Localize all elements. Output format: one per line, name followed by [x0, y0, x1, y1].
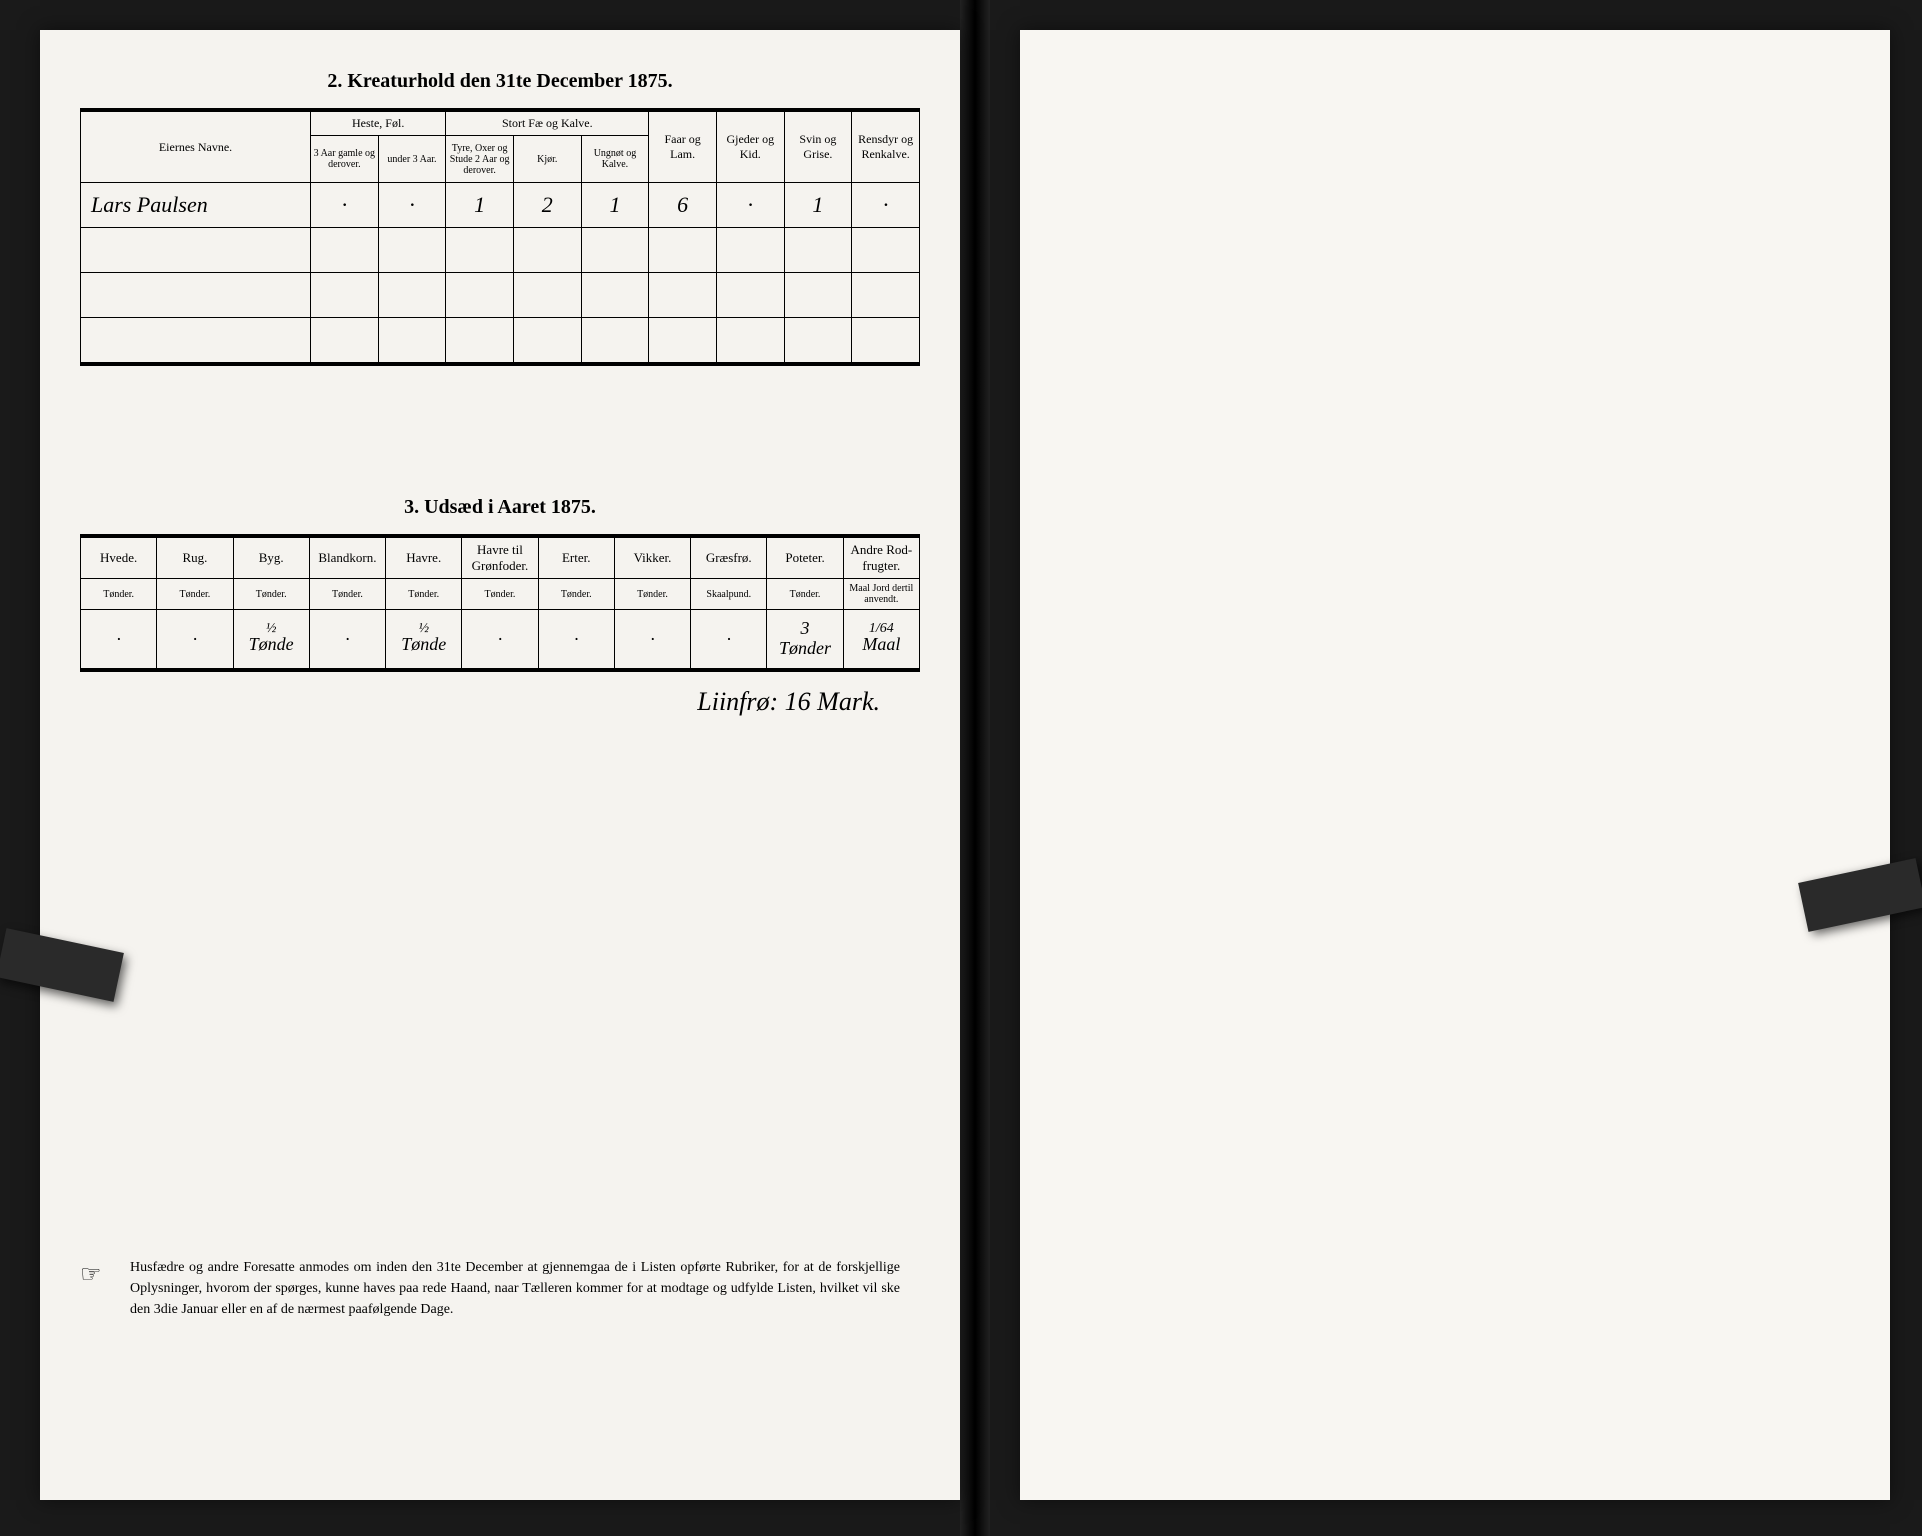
- cell: ·: [81, 610, 157, 669]
- unit: Tønder.: [233, 579, 309, 610]
- unit-label: Tønder: [769, 639, 840, 659]
- cell: ·: [691, 610, 767, 669]
- col-byg: Byg.: [233, 538, 309, 579]
- value: 3: [769, 619, 840, 639]
- sub-heste-2: under 3 Aar.: [378, 136, 446, 183]
- col-poteter: Poteter.: [767, 538, 843, 579]
- cell: ·: [716, 183, 784, 228]
- sub-heste-1: 3 Aar gamle og derover.: [311, 136, 379, 183]
- sub-stort-1: Tyre, Oxer og Stude 2 Aar og derover.: [446, 136, 514, 183]
- col-havre-gron: Havre til Grønfoder.: [462, 538, 538, 579]
- cell: 6: [649, 183, 717, 228]
- left-page: 2. Kreaturhold den 31te December 1875. E…: [40, 30, 960, 1500]
- col-gjeder: Gjeder og Kid.: [716, 112, 784, 183]
- header-row-1: Eiernes Navne. Heste, Føl. Stort Fæ og K…: [81, 112, 920, 136]
- col-havre: Havre.: [386, 538, 462, 579]
- sub-stort-3: Ungnøt og Kalve.: [581, 136, 649, 183]
- section3-title: 3. Udsæd i Aaret 1875.: [80, 496, 920, 519]
- col-blandkorn: Blandkorn.: [309, 538, 385, 579]
- col-rensdyr: Rensdyr og Renkalve.: [852, 112, 920, 183]
- cell: ·: [311, 183, 379, 228]
- owner-name: Lars Paulsen: [81, 183, 311, 228]
- empty-row: [81, 318, 920, 363]
- unit: Skaalpund.: [691, 579, 767, 610]
- col-andre: Andre Rod-frugter.: [843, 538, 919, 579]
- cell: ·: [852, 183, 920, 228]
- col-erter: Erter.: [538, 538, 614, 579]
- livestock-table: Eiernes Navne. Heste, Føl. Stort Fæ og K…: [80, 111, 920, 363]
- unit: Tønder.: [81, 579, 157, 610]
- handwritten-annotation: Liinfrø: 16 Mark.: [80, 687, 880, 717]
- unit: Tønder.: [767, 579, 843, 610]
- pointing-hand-icon: ☞: [80, 1257, 102, 1293]
- section2-title: 2. Kreaturhold den 31te December 1875.: [80, 70, 920, 93]
- footer-text: Husfædre og andre Foresatte anmodes om i…: [130, 1260, 900, 1317]
- cell: ½ Tønde: [386, 610, 462, 669]
- book-spread: 2. Kreaturhold den 31te December 1875. E…: [0, 0, 1922, 1536]
- spacer: [80, 366, 920, 486]
- cell: ·: [157, 610, 233, 669]
- col-faar: Faar og Lam.: [649, 112, 717, 183]
- unit: Tønder.: [462, 579, 538, 610]
- rule: [80, 669, 920, 672]
- col-hvede: Hvede.: [81, 538, 157, 579]
- cell: ½ Tønde: [233, 610, 309, 669]
- unit-row: Tønder. Tønder. Tønder. Tønder. Tønder. …: [81, 579, 920, 610]
- col-rug: Rug.: [157, 538, 233, 579]
- unit: Tønder.: [538, 579, 614, 610]
- unit-label: Tønde: [388, 635, 459, 655]
- col-heste: Heste, Føl.: [311, 112, 446, 136]
- cell: 3 Tønder: [767, 610, 843, 669]
- col-stort-fae: Stort Fæ og Kalve.: [446, 112, 649, 136]
- cell: 1: [784, 183, 852, 228]
- seed-table: Hvede. Rug. Byg. Blandkorn. Havre. Havre…: [80, 537, 920, 669]
- cell: 2: [513, 183, 581, 228]
- cell: 1/64 Maal: [843, 610, 919, 669]
- cell: 1: [581, 183, 649, 228]
- cell: ·: [378, 183, 446, 228]
- unit-label: Maal: [846, 635, 917, 655]
- book-spine: [960, 0, 990, 1536]
- unit: Tønder.: [309, 579, 385, 610]
- cell: 1: [446, 183, 514, 228]
- unit-label: Tønde: [236, 635, 307, 655]
- data-row: · · ½ Tønde · ½ Tønde · · ·: [81, 610, 920, 669]
- col-eiernes-navne: Eiernes Navne.: [81, 112, 311, 183]
- data-row-1: Lars Paulsen · · 1 2 1 6 · 1 ·: [81, 183, 920, 228]
- cell: ·: [614, 610, 690, 669]
- col-vikker: Vikker.: [614, 538, 690, 579]
- cell: ·: [309, 610, 385, 669]
- header-row: Hvede. Rug. Byg. Blandkorn. Havre. Havre…: [81, 538, 920, 579]
- footer-instructions: ☞ Husfædre og andre Foresatte anmodes om…: [130, 1257, 900, 1320]
- sub-stort-2: Kjør.: [513, 136, 581, 183]
- cell: ·: [462, 610, 538, 669]
- unit: Maal Jord dertil anvendt.: [843, 579, 919, 610]
- right-page-blank: [1020, 30, 1890, 1500]
- unit: Tønder.: [157, 579, 233, 610]
- cell: ·: [538, 610, 614, 669]
- unit: Tønder.: [614, 579, 690, 610]
- col-graesfro: Græsfrø.: [691, 538, 767, 579]
- empty-row: [81, 228, 920, 273]
- col-svin: Svin og Grise.: [784, 112, 852, 183]
- empty-row: [81, 273, 920, 318]
- unit: Tønder.: [386, 579, 462, 610]
